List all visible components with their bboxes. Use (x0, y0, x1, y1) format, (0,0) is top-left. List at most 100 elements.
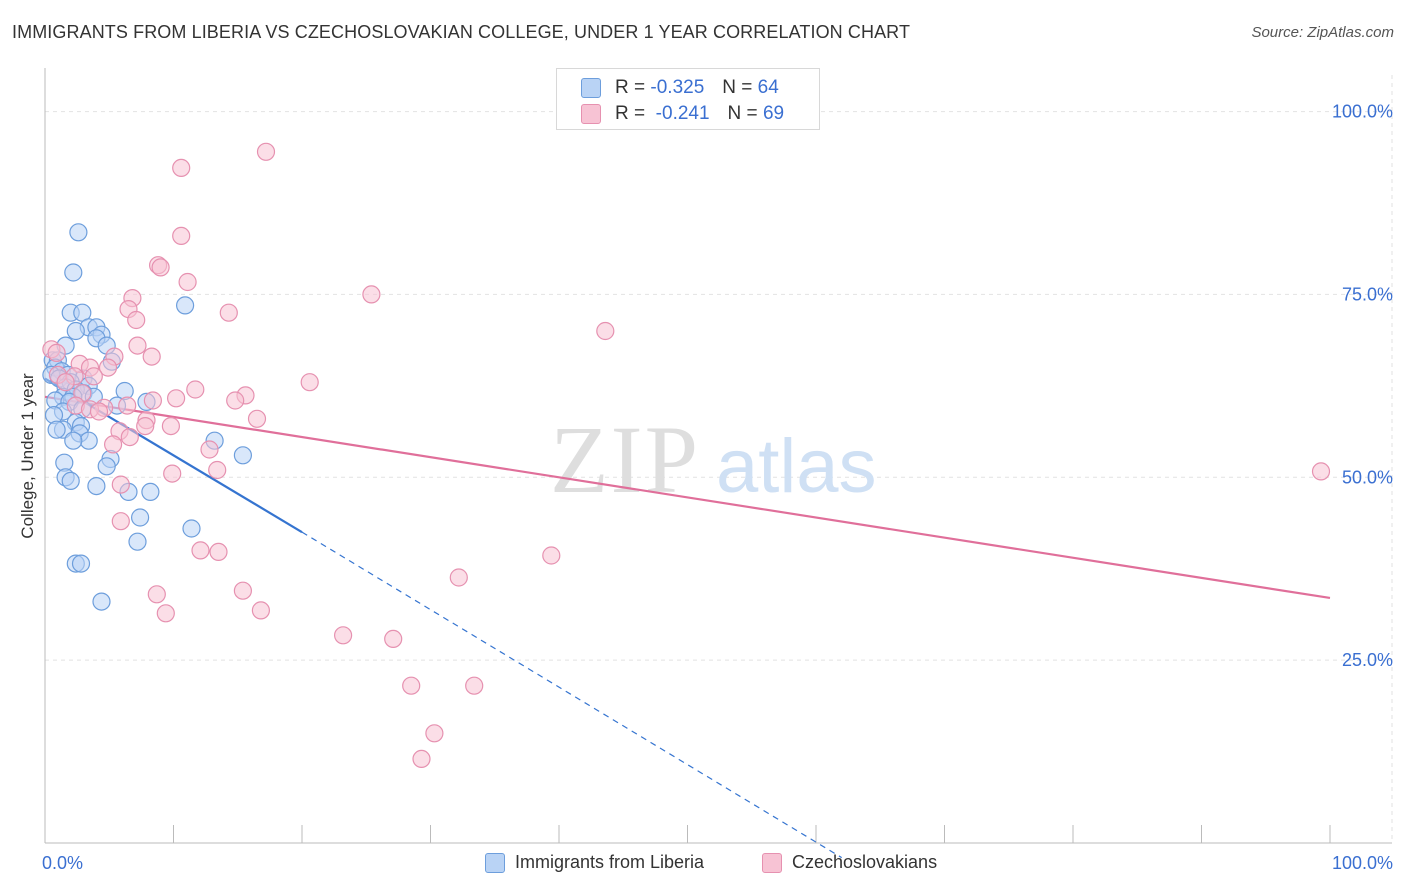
legend-label-liberia: Immigrants from Liberia (515, 852, 705, 872)
liberia-point (176, 296, 195, 315)
czechoslovakians-point (84, 367, 103, 386)
czechoslovakians-point (156, 604, 175, 623)
czechoslovakians-point (412, 749, 431, 769)
stats-legend: R = -0.325 N = 64 R = -0.241 N = 69 (556, 68, 820, 130)
n-label: N = (722, 77, 753, 98)
czechoslovakians-point (98, 358, 118, 377)
liberia-legend-swatch (485, 852, 505, 873)
r-value: -0.241 (655, 103, 710, 124)
czechoslovakians-point (251, 601, 270, 620)
bottom-legend: Immigrants from Liberia Czechoslovakians (0, 852, 1406, 878)
watermark-zip-text: ZIP (550, 406, 700, 513)
czechoslovakians-point (111, 512, 130, 531)
czechoslovakians-point (147, 585, 166, 604)
liberia-point (79, 431, 98, 450)
legend-item-liberia[interactable]: Immigrants from Liberia (485, 852, 704, 873)
czechoslovakians-point (167, 389, 186, 408)
x-tick-label: 0.0% (42, 853, 83, 873)
tick-labels: 25.0% 50.0% 75.0% 100.0% 0.0% 100.0% (42, 102, 1393, 873)
czechoslovakians-point (226, 391, 245, 410)
czechoslovakians-point (136, 417, 155, 436)
czechoslovakians-point (384, 629, 403, 649)
liberia-point (87, 477, 106, 496)
czechoslovakians-point (128, 336, 147, 355)
r-value: -0.325 (650, 77, 705, 98)
y-tick-label: 50.0% (1342, 467, 1393, 487)
czechoslovakians-point (172, 226, 191, 245)
n-value: 69 (762, 103, 785, 124)
czechoslovakians-point (542, 546, 561, 565)
czechoslovakians-point (143, 391, 162, 410)
liberia-point (66, 321, 85, 341)
liberia-point (141, 482, 160, 501)
czechoslovakians-point (103, 435, 123, 454)
czechoslovakians-point (111, 475, 130, 494)
czechoslovakians-point (596, 321, 615, 341)
czechoslovakians-point (186, 380, 205, 399)
czechoslovakians-point (449, 568, 468, 587)
legend-label-czechoslovakians: Czechoslovakians (792, 852, 938, 872)
czechoslovakians-point (120, 428, 139, 447)
x-tick-label: 100.0% (1332, 853, 1393, 873)
liberia-point (69, 223, 88, 242)
n-value: 64 (757, 77, 779, 98)
axes (44, 68, 1392, 844)
czechoslovakians-point (118, 396, 137, 415)
czechoslovakians-point (233, 581, 252, 600)
liberia-point (64, 263, 83, 282)
liberia-point (128, 532, 147, 551)
czechoslovakians-point (89, 402, 109, 421)
liberia-point (97, 457, 116, 476)
czechoslovakians-point (47, 343, 66, 362)
legend-item-czechoslovakians[interactable]: Czechoslovakians (762, 852, 937, 873)
czechoslovakians-point (362, 285, 381, 304)
czechoslovakians-point (300, 373, 319, 392)
czechoslovakians-point (142, 347, 161, 366)
czechoslovakians-point (219, 303, 238, 322)
source-label: Source: ZipAtlas.com (1251, 24, 1394, 41)
y-tick-label: 25.0% (1342, 650, 1393, 670)
y-axis-label: College, Under 1 year (18, 373, 37, 539)
czechoslovakians-point (161, 417, 180, 436)
czechoslovakians-point (247, 409, 267, 428)
czechoslovakians-point (1311, 462, 1331, 481)
czechoslovakians-point (172, 158, 191, 177)
czechoslovakians-point (465, 676, 484, 695)
czechoslovakians-point (151, 258, 170, 277)
y-tick-label: 100.0% (1332, 102, 1393, 122)
czechoslovakians-point (178, 272, 197, 292)
liberia-point (71, 554, 91, 573)
y-tick-label: 75.0% (1342, 284, 1393, 304)
liberia-trend-extension (301, 531, 843, 859)
n-label: N = (727, 103, 758, 124)
czechoslovakians-point (208, 460, 227, 480)
watermark-atlas-text: atlas (716, 424, 877, 509)
czechoslovakians-point (163, 464, 182, 483)
liberia-point (182, 519, 201, 538)
gridlines (45, 75, 1393, 843)
czechoslovakians-trend-line (44, 395, 1331, 600)
r-label: R = (615, 77, 646, 98)
stats-row-liberia: R = -0.325 N = 64 (581, 75, 779, 101)
r-label: R = (615, 103, 646, 124)
czechoslovakians-point (425, 724, 444, 743)
stats-row-czechoslovakians: R = -0.241 N = 69 (581, 101, 784, 127)
czechoslovakians-point (127, 310, 146, 330)
czechoslovakians-point (191, 541, 210, 560)
watermark: ZIP atlas (550, 406, 877, 513)
liberia-point (47, 420, 66, 439)
czechoslovakians-swatch (581, 104, 601, 124)
czechoslovakians-point (334, 626, 353, 645)
czechoslovakians-point (200, 440, 219, 459)
czechoslovakians-point (256, 142, 276, 161)
liberia-swatch (581, 78, 601, 98)
chart-title: IMMIGRANTS FROM LIBERIA VS CZECHOSLOVAKI… (12, 22, 911, 42)
data-points (42, 142, 1331, 769)
liberia-point (61, 471, 80, 490)
czechoslovakians-point (209, 542, 228, 562)
czechoslovakians-legend-swatch (762, 852, 782, 873)
liberia-point (131, 508, 150, 527)
liberia-point (233, 446, 252, 465)
czechoslovakians-point (56, 373, 75, 392)
